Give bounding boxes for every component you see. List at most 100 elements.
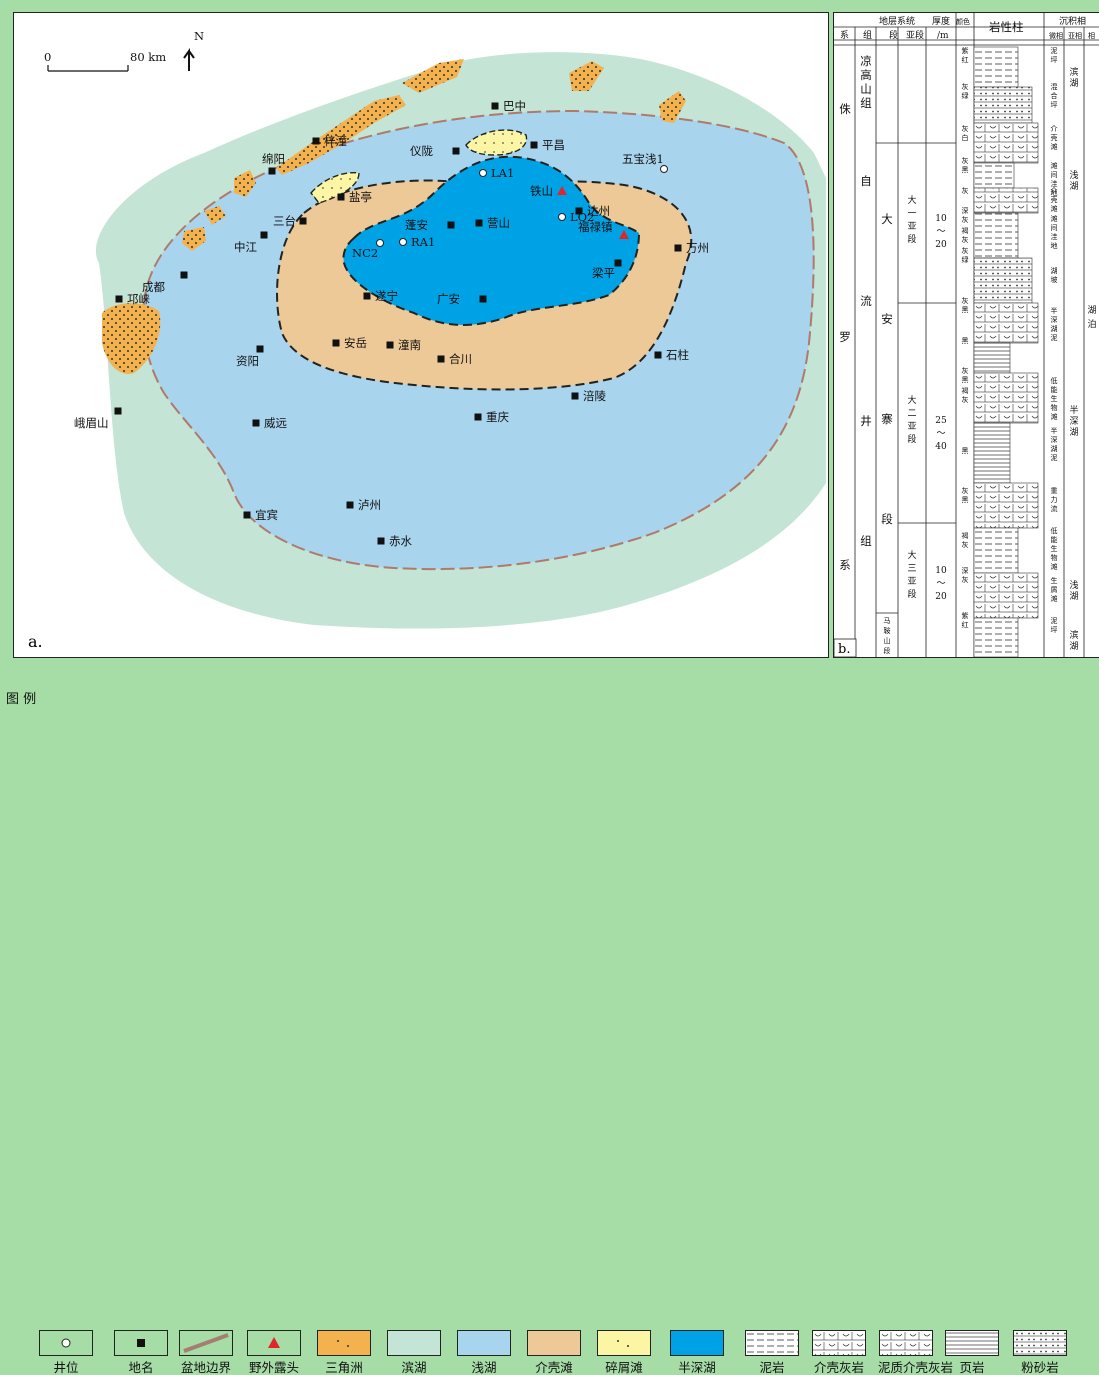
submember-name: 亚: [907, 576, 916, 587]
subfacies-label: 深: [1069, 416, 1078, 427]
color-label: 红: [962, 620, 969, 629]
place-marker-icon: [575, 207, 583, 215]
place-marker-icon: [299, 217, 307, 225]
place-label: 遂宁: [375, 289, 398, 303]
legend-swatch: [945, 1330, 999, 1356]
place-label: 宜宾: [255, 508, 278, 522]
place-label: 资阳: [236, 354, 259, 368]
subfacies-label: 湖: [1069, 641, 1078, 652]
group-lower-name: 流: [860, 294, 872, 308]
color-label: 灰: [962, 156, 969, 165]
legend-label: 滨湖: [401, 1360, 427, 1375]
legend-item: 粉砂岩: [1012, 1330, 1068, 1374]
microfacies-label: 混: [1051, 82, 1058, 91]
place-marker-icon: [252, 419, 260, 427]
place-marker-icon: [491, 102, 499, 110]
color-label: 灰: [962, 82, 969, 91]
color-label: 灰: [962, 296, 969, 305]
color-label: 绿: [962, 255, 969, 264]
color-label: 白: [962, 133, 969, 142]
thickness-range: ～: [936, 429, 945, 439]
place-marker-icon: [115, 295, 123, 303]
place-marker-icon: [479, 295, 487, 303]
place-label: 梓潼: [324, 134, 347, 148]
place-marker-icon: [256, 345, 264, 353]
place-label: 石柱: [666, 348, 689, 362]
microfacies-label: 泥: [1051, 47, 1058, 55]
place-marker-icon: [614, 259, 622, 267]
legend-item: 半深湖: [669, 1330, 725, 1374]
clastic-beach-zone: [310, 171, 360, 204]
place-label: 万州: [686, 241, 709, 255]
scale-start: 0: [44, 50, 51, 64]
column-panel-label: b.: [838, 642, 850, 657]
header-submember: 亚段: [906, 29, 924, 41]
place-marker-icon: [114, 407, 122, 415]
legend-swatch: [879, 1330, 933, 1356]
microfacies-label: 能: [1051, 385, 1058, 394]
place-label: 泸州: [358, 498, 381, 512]
member-ma-name: 山: [884, 636, 891, 645]
color-label: 灰: [962, 246, 969, 255]
group-upper-name: 组: [860, 96, 872, 110]
legend-label: 地名: [128, 1360, 154, 1375]
color-label: 灰: [962, 540, 969, 549]
legend-swatch: [114, 1330, 168, 1356]
member-ma-name: 段: [884, 646, 891, 655]
submember-name: 亚: [907, 221, 916, 232]
place-label: 平昌: [542, 138, 565, 152]
place-label: 梁平: [592, 266, 615, 280]
submember-name: 三: [907, 564, 916, 574]
delta-zone: [102, 303, 161, 374]
group-upper-name: 凉: [860, 54, 872, 68]
north-label: N: [194, 29, 204, 43]
place-label: 盐亭: [349, 190, 372, 204]
microfacies-label: 滩: [1051, 214, 1058, 223]
microfacies-label: 深: [1051, 435, 1058, 444]
legend-label: 介壳灰岩: [813, 1360, 864, 1375]
place-marker-icon: [571, 392, 579, 400]
legend-item: 介壳滩: [526, 1330, 582, 1374]
header-system: 系: [840, 30, 849, 41]
place-label: 仪陇: [410, 144, 433, 158]
color-label: 灰: [962, 486, 969, 495]
place-marker-icon: [363, 292, 371, 300]
color-label: 黑: [962, 306, 969, 314]
place-label: 绵阳: [262, 152, 285, 166]
legend-swatch: [247, 1330, 301, 1356]
well-label: LA1: [491, 166, 514, 180]
delta-zone: [204, 206, 226, 225]
submember-name: 大: [907, 194, 916, 206]
submember-name: 段: [907, 588, 916, 600]
thickness-range: ～: [936, 579, 945, 589]
microfacies-label: 生: [1051, 544, 1058, 553]
legend-swatch: [597, 1330, 651, 1356]
header-facies: 沉积相: [1059, 15, 1086, 27]
color-label: 褐: [962, 386, 969, 395]
thickness-range: 20: [935, 240, 947, 250]
microfacies-label: 物: [1051, 553, 1058, 562]
microfacies-label: 湖: [1051, 266, 1058, 275]
legend-item: 浅湖: [456, 1330, 512, 1374]
legend-swatch: [39, 1330, 93, 1356]
clastic-beach-zone: [465, 129, 528, 156]
color-label: 黑: [962, 496, 969, 504]
group-upper-name: 高: [860, 68, 872, 82]
header-facies-short: 相: [1088, 31, 1095, 40]
place-label: 中江: [234, 240, 257, 254]
color-label: 红: [962, 55, 969, 64]
outcrop-label: 铁山: [530, 184, 553, 198]
header-formation: 段: [889, 29, 898, 41]
stratigraphic-column-panel: 地层系统 系 组 段 亚段 厚度 /m 颜色 岩性柱 沉积相 微相 亚相 相: [833, 12, 1099, 658]
microfacies-label: 合: [1051, 91, 1058, 100]
legend-swatch: [179, 1330, 233, 1356]
system-name: 系: [839, 558, 851, 572]
microfacies-label: 间: [1051, 171, 1058, 179]
well-marker-icon: [399, 238, 407, 246]
facies-label: 湖: [1087, 305, 1096, 316]
member-name: 大: [881, 212, 893, 226]
delta-zone: [402, 59, 464, 93]
header-group: 组: [863, 29, 872, 41]
subfacies-label: 半: [1069, 404, 1078, 416]
